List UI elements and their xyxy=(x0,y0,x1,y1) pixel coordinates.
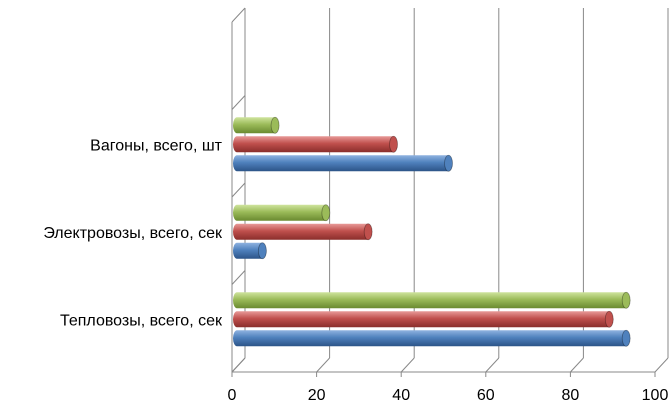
bar xyxy=(233,154,453,172)
x-tick-label: 100 xyxy=(642,387,669,401)
bar xyxy=(233,223,373,241)
y-category-label: Тепловозы, всего, сек xyxy=(60,312,223,329)
bar-body xyxy=(233,155,453,172)
floor-gridline xyxy=(400,357,415,373)
y-tick xyxy=(231,7,246,23)
y-tick xyxy=(231,95,246,110)
bar-body xyxy=(233,204,330,221)
bar xyxy=(233,329,631,347)
bar-body xyxy=(233,292,631,309)
bar-cap xyxy=(444,154,453,172)
bar xyxy=(233,204,331,222)
y-category-label: Вагоны, всего, шт xyxy=(90,137,223,154)
bar xyxy=(233,291,631,309)
bar-body xyxy=(233,311,614,328)
labels: 0 20 40 60 80 100 Тепловозы, всего, сек Электро… xyxy=(43,137,669,404)
bar xyxy=(233,116,280,134)
bar-body xyxy=(233,223,373,240)
bars xyxy=(233,116,631,347)
bar-cap xyxy=(389,135,398,153)
bar-body xyxy=(233,117,280,134)
x-tick-label: 80 xyxy=(562,387,580,401)
x-tick-label: 60 xyxy=(477,387,495,401)
floor-gridline xyxy=(570,357,584,373)
bar xyxy=(233,135,398,153)
bar xyxy=(233,242,267,260)
y-tick xyxy=(231,357,246,373)
floor-gridline xyxy=(654,357,669,373)
bar-cap xyxy=(270,116,280,134)
bar-cap xyxy=(604,310,614,328)
bar xyxy=(233,310,614,328)
bar-cap xyxy=(621,329,631,347)
bar-cap xyxy=(621,291,631,309)
y-category-label: Электровозы, всего, сек xyxy=(43,225,223,242)
y-tick xyxy=(231,270,246,285)
bar-body xyxy=(233,330,631,347)
x-tick-label: 40 xyxy=(392,387,410,401)
y-tick xyxy=(231,182,246,198)
x-tick-label: 20 xyxy=(308,387,326,401)
floor-gridline xyxy=(485,357,500,373)
bar-cap xyxy=(363,223,373,241)
floor-gridline xyxy=(316,357,330,373)
bar-body xyxy=(233,242,267,259)
bar-cap xyxy=(257,242,267,260)
x-tick-label: 0 xyxy=(228,387,237,401)
bar-cap xyxy=(321,204,331,222)
bar-body xyxy=(233,136,398,153)
